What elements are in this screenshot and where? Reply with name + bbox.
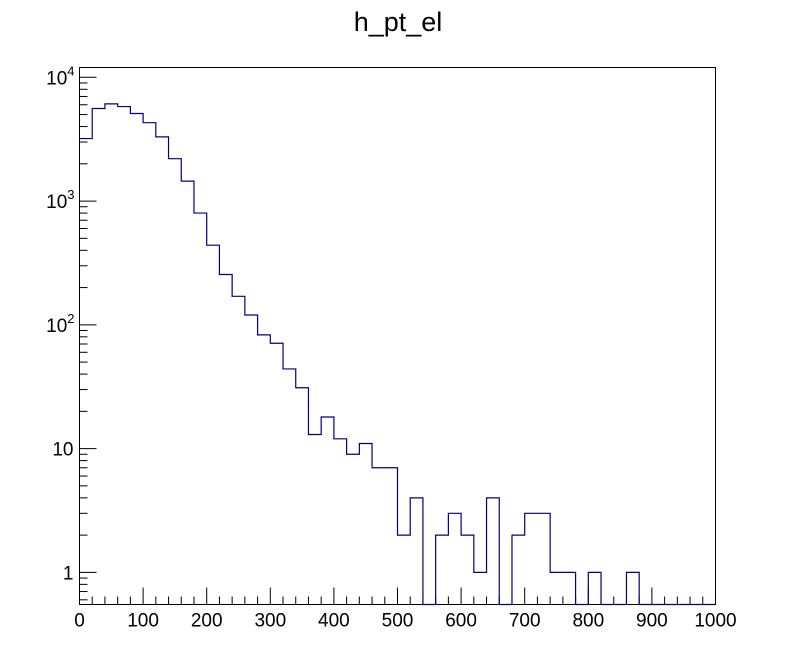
y-ticks [79, 76, 97, 601]
histogram-bin [258, 335, 271, 605]
histogram-bin [334, 439, 347, 605]
histogram-bin [296, 388, 309, 605]
histogram-bin [525, 513, 538, 604]
histogram-bin [436, 535, 449, 604]
y-tick-label: 103 [46, 187, 74, 213]
x-tick-label: 500 [382, 611, 414, 632]
x-tick-labels: 0 100 200 300 400 500 600 700 800 900 1000 [74, 611, 736, 632]
histogram-bin [474, 572, 487, 604]
x-tick-label: 900 [636, 611, 668, 632]
histogram-bin [207, 245, 220, 604]
histogram-bin [359, 443, 372, 604]
histogram-bin [232, 296, 245, 604]
histogram-bin [105, 104, 118, 605]
x-tick-label: 700 [509, 611, 541, 632]
chart-title: h_pt_el [354, 7, 443, 37]
histogram-bin [156, 137, 169, 605]
histogram-bin [563, 572, 576, 604]
histogram-bin [626, 572, 639, 604]
histogram-bin [92, 108, 105, 604]
histogram-bin [410, 498, 423, 605]
y-tick-label: 1 [63, 563, 74, 584]
histogram-bin [321, 417, 334, 604]
histogram-outline [79, 103, 716, 606]
y-tick-label: 10 [52, 440, 73, 461]
histogram-bin [461, 535, 474, 604]
histogram-bin [169, 159, 182, 605]
histogram-bin [130, 113, 143, 604]
histogram-bin [245, 315, 258, 604]
histogram-bin [347, 454, 360, 604]
x-tick-label: 100 [127, 611, 159, 632]
y-tick-label: 104 [46, 63, 74, 89]
histogram-bin [588, 572, 601, 604]
histogram-bin [181, 181, 194, 604]
histogram-bin [219, 275, 232, 605]
histogram-bin [118, 107, 131, 605]
histogram-bin [537, 513, 550, 604]
histogram-bin [398, 535, 411, 604]
histogram-bin [550, 572, 563, 604]
x-tick-label: 1000 [694, 611, 736, 632]
histogram-bin [487, 498, 500, 605]
histogram-bin [270, 343, 283, 604]
y-tick-labels: 1 10 102 103 104 [46, 63, 74, 584]
histogram-bin [448, 513, 461, 604]
histogram-bin [372, 468, 385, 605]
histogram-bin [308, 434, 321, 604]
x-tick-label: 0 [74, 611, 85, 632]
x-tick-label: 400 [318, 611, 350, 632]
histogram-bin [143, 123, 156, 605]
histogram-bins [80, 104, 640, 605]
histogram-bin [80, 139, 93, 605]
x-tick-label: 600 [445, 611, 477, 632]
histogram-bin [385, 468, 398, 605]
y-tick-label: 102 [46, 311, 74, 337]
histogram-bin [194, 213, 207, 604]
x-tick-label: 800 [572, 611, 604, 632]
histogram-bin [512, 535, 525, 604]
x-tick-label: 200 [191, 611, 223, 632]
histogram-bin [283, 369, 296, 605]
x-tick-label: 300 [254, 611, 286, 632]
